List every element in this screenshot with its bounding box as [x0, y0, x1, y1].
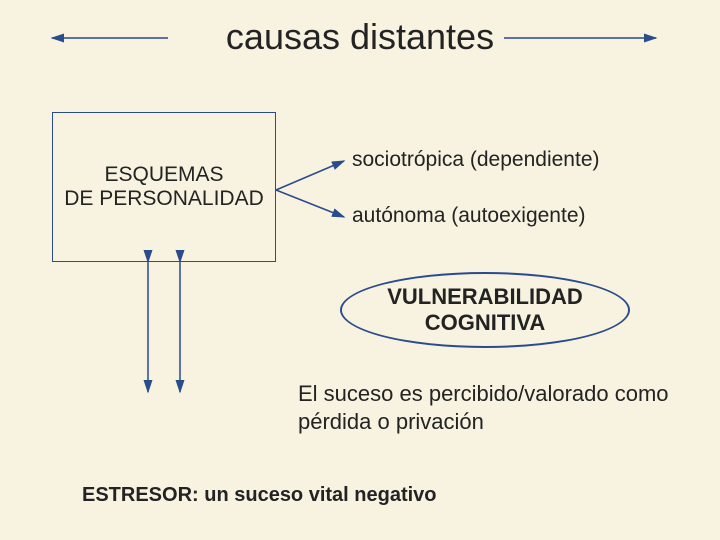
ellipse-line1: VULNERABILIDAD — [387, 284, 583, 310]
box-esquemas-line2: DE PERSONALIDAD — [64, 187, 264, 211]
label-estresor: ESTRESOR: un suceso vital negativo — [82, 484, 437, 507]
arrow-fork-autonoma — [276, 190, 344, 217]
arrow-fork-sociotropica — [276, 161, 344, 190]
ellipse-vulnerabilidad: VULNERABILIDAD COGNITIVA — [340, 272, 630, 348]
page-title: causas distantes — [0, 16, 720, 58]
ellipse-line2: COGNITIVA — [387, 310, 583, 336]
label-autonoma: autónoma (autoexigente) — [352, 204, 586, 228]
arrows-layer — [0, 0, 720, 540]
box-esquemas: ESQUEMAS DE PERSONALIDAD — [52, 112, 276, 262]
label-sociotropica: sociotrópica (dependiente) — [352, 148, 600, 172]
box-esquemas-line1: ESQUEMAS — [64, 163, 264, 187]
paragraph-suceso: El suceso es percibido/valorado como pér… — [298, 380, 688, 435]
